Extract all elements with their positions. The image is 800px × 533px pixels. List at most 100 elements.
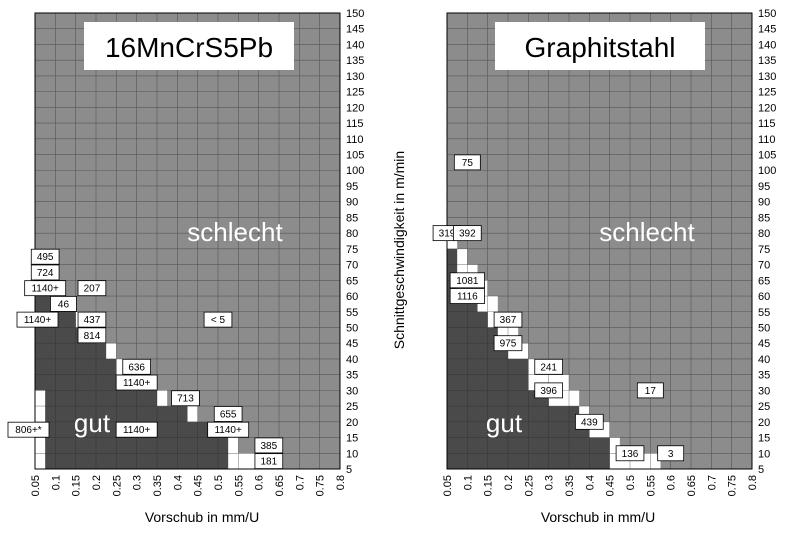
- y-tick-label: 130: [346, 71, 364, 83]
- x-tick-label: 0.5: [213, 475, 225, 490]
- y-tick-label: 45: [346, 338, 358, 350]
- panel-16mncrs5pb: 5 10 15 20 25 30 35 40 45 50 55 60 65 70 75 80 85 90 95 100…: [7, 8, 364, 496]
- x-tick-label: 0.65: [274, 475, 286, 496]
- y-tick-label: 145: [758, 24, 776, 36]
- y-tick-label: 20: [758, 417, 770, 429]
- svg-text:437: 437: [84, 315, 101, 326]
- y-tick-label: 5: [758, 464, 764, 476]
- y-tick-label: 60: [346, 291, 358, 303]
- value-label: 1140+: [115, 421, 158, 438]
- svg-text:814: 814: [84, 331, 101, 342]
- value-label: 385: [254, 437, 284, 454]
- value-label: 17: [636, 382, 664, 399]
- x-tick-label: 0.25: [523, 475, 535, 496]
- value-label: 437: [77, 311, 107, 328]
- svg-text:385: 385: [260, 441, 277, 452]
- x-tick-label: 0.7: [706, 475, 718, 490]
- y-tick-label: 95: [758, 181, 770, 193]
- x-tick-label: 0.55: [645, 475, 657, 496]
- value-labels: 495 724 1140+ 207 46 437 1140+ 814 636 1140+ 713 65…: [7, 248, 284, 470]
- x-tick-label: 0.05: [442, 475, 454, 496]
- x-tick-label: 0.5: [625, 475, 637, 490]
- y-tick-label: 25: [758, 401, 770, 413]
- panel-title-left-box: 16MnCrS5Pb: [84, 22, 294, 70]
- panel-title-right: Graphitstahl: [525, 32, 676, 63]
- x-tick-label: 0.35: [152, 475, 164, 496]
- value-label: 713: [171, 390, 200, 407]
- value-label: 367: [493, 311, 523, 328]
- x-tick-label: 0.15: [71, 475, 83, 496]
- y-tick-label: 30: [346, 385, 358, 397]
- x-tick-label: 0.4: [584, 475, 596, 490]
- value-label: 207: [77, 280, 107, 297]
- x-tick-label: 0.55: [233, 475, 245, 496]
- value-label: < 5: [203, 311, 233, 328]
- svg-text:495: 495: [37, 252, 54, 263]
- y-tick-label: 15: [758, 433, 770, 445]
- y-tick-labels: 5 10 15 20 25 30 35 40 45 50 55 60 65 70 75 80 85 90 95 100…: [758, 8, 776, 476]
- zone-labels: schlecht gut: [486, 217, 696, 438]
- svg-text:655: 655: [220, 409, 237, 420]
- zone-schlecht: [447, 13, 752, 469]
- value-label: 636: [122, 358, 151, 375]
- value-label: 181: [254, 453, 284, 470]
- y-tick-label: 5: [346, 464, 352, 476]
- zone-labels: schlecht gut: [74, 217, 284, 438]
- svg-text:1140+: 1140+: [123, 425, 151, 436]
- svg-text:396: 396: [540, 386, 557, 397]
- x-tick-label: 0.8: [747, 475, 759, 490]
- x-axis-title-left: Vorschub in mm/U: [145, 509, 259, 525]
- y-tick-label: 125: [758, 87, 776, 99]
- value-label: 396: [534, 382, 563, 399]
- svg-text:207: 207: [84, 284, 101, 295]
- svg-text:1140+: 1140+: [123, 378, 151, 389]
- y-tick-label: 115: [346, 118, 364, 130]
- y-tick-label: 125: [346, 87, 364, 99]
- value-label: 495: [30, 248, 60, 265]
- value-label: 1140+: [207, 421, 250, 438]
- y-tick-label: 70: [758, 260, 770, 272]
- x-tick-label: 0.35: [564, 475, 576, 496]
- x-tick-label: 0.25: [111, 475, 123, 496]
- panel-graphitstahl: 5 10 15 20 25 30 35 40 45 50 55 60 65 70 75 80 85 90 95 100…: [432, 8, 776, 496]
- value-label: 1116: [449, 288, 485, 304]
- y-tick-label: 135: [758, 55, 776, 67]
- y-tick-label: 100: [346, 165, 364, 177]
- svg-text:46: 46: [58, 299, 70, 310]
- svg-text:806+*: 806+*: [15, 425, 42, 436]
- svg-text:3: 3: [668, 449, 674, 460]
- svg-text:636: 636: [128, 362, 145, 373]
- value-label: 241: [534, 358, 563, 375]
- svg-text:241: 241: [540, 362, 557, 373]
- value-label: 806+*: [7, 421, 50, 438]
- y-axis-title: Schnittgeschwindigkeit in m/min: [391, 151, 407, 349]
- svg-text:713: 713: [177, 394, 194, 405]
- y-tick-label: 80: [346, 228, 358, 240]
- svg-text:1140+: 1140+: [214, 425, 242, 436]
- y-tick-label: 145: [346, 24, 364, 36]
- y-tick-label: 35: [758, 370, 770, 382]
- svg-text:17: 17: [645, 386, 657, 397]
- y-tick-label: 55: [346, 307, 358, 319]
- value-label: 814: [77, 327, 107, 344]
- value-label: 1140+: [115, 374, 158, 391]
- y-tick-label: 45: [758, 338, 770, 350]
- y-tick-label: 40: [346, 354, 358, 366]
- value-label: 655: [213, 406, 243, 422]
- y-tick-label: 75: [758, 244, 770, 256]
- y-tick-label: 85: [758, 212, 770, 224]
- x-tick-labels: 0.05 0.1 0.15 0.2 0.25 0.3 0.35 0.4 0.45 0.5 0.55 0…: [30, 475, 347, 496]
- svg-text:724: 724: [37, 268, 54, 279]
- value-label: 1081: [449, 272, 485, 289]
- value-label: 1140+: [24, 280, 67, 297]
- y-tick-label: 140: [346, 39, 364, 51]
- value-label: 724: [30, 264, 60, 281]
- zone-label-schlecht: schlecht: [187, 217, 283, 247]
- y-tick-label: 150: [758, 8, 776, 20]
- x-tick-label: 0.1: [462, 475, 474, 490]
- y-tick-label: 40: [758, 354, 770, 366]
- zone-label-schlecht: schlecht: [599, 217, 695, 247]
- svg-text:1140+: 1140+: [24, 315, 52, 326]
- y-tick-label: 65: [346, 275, 358, 287]
